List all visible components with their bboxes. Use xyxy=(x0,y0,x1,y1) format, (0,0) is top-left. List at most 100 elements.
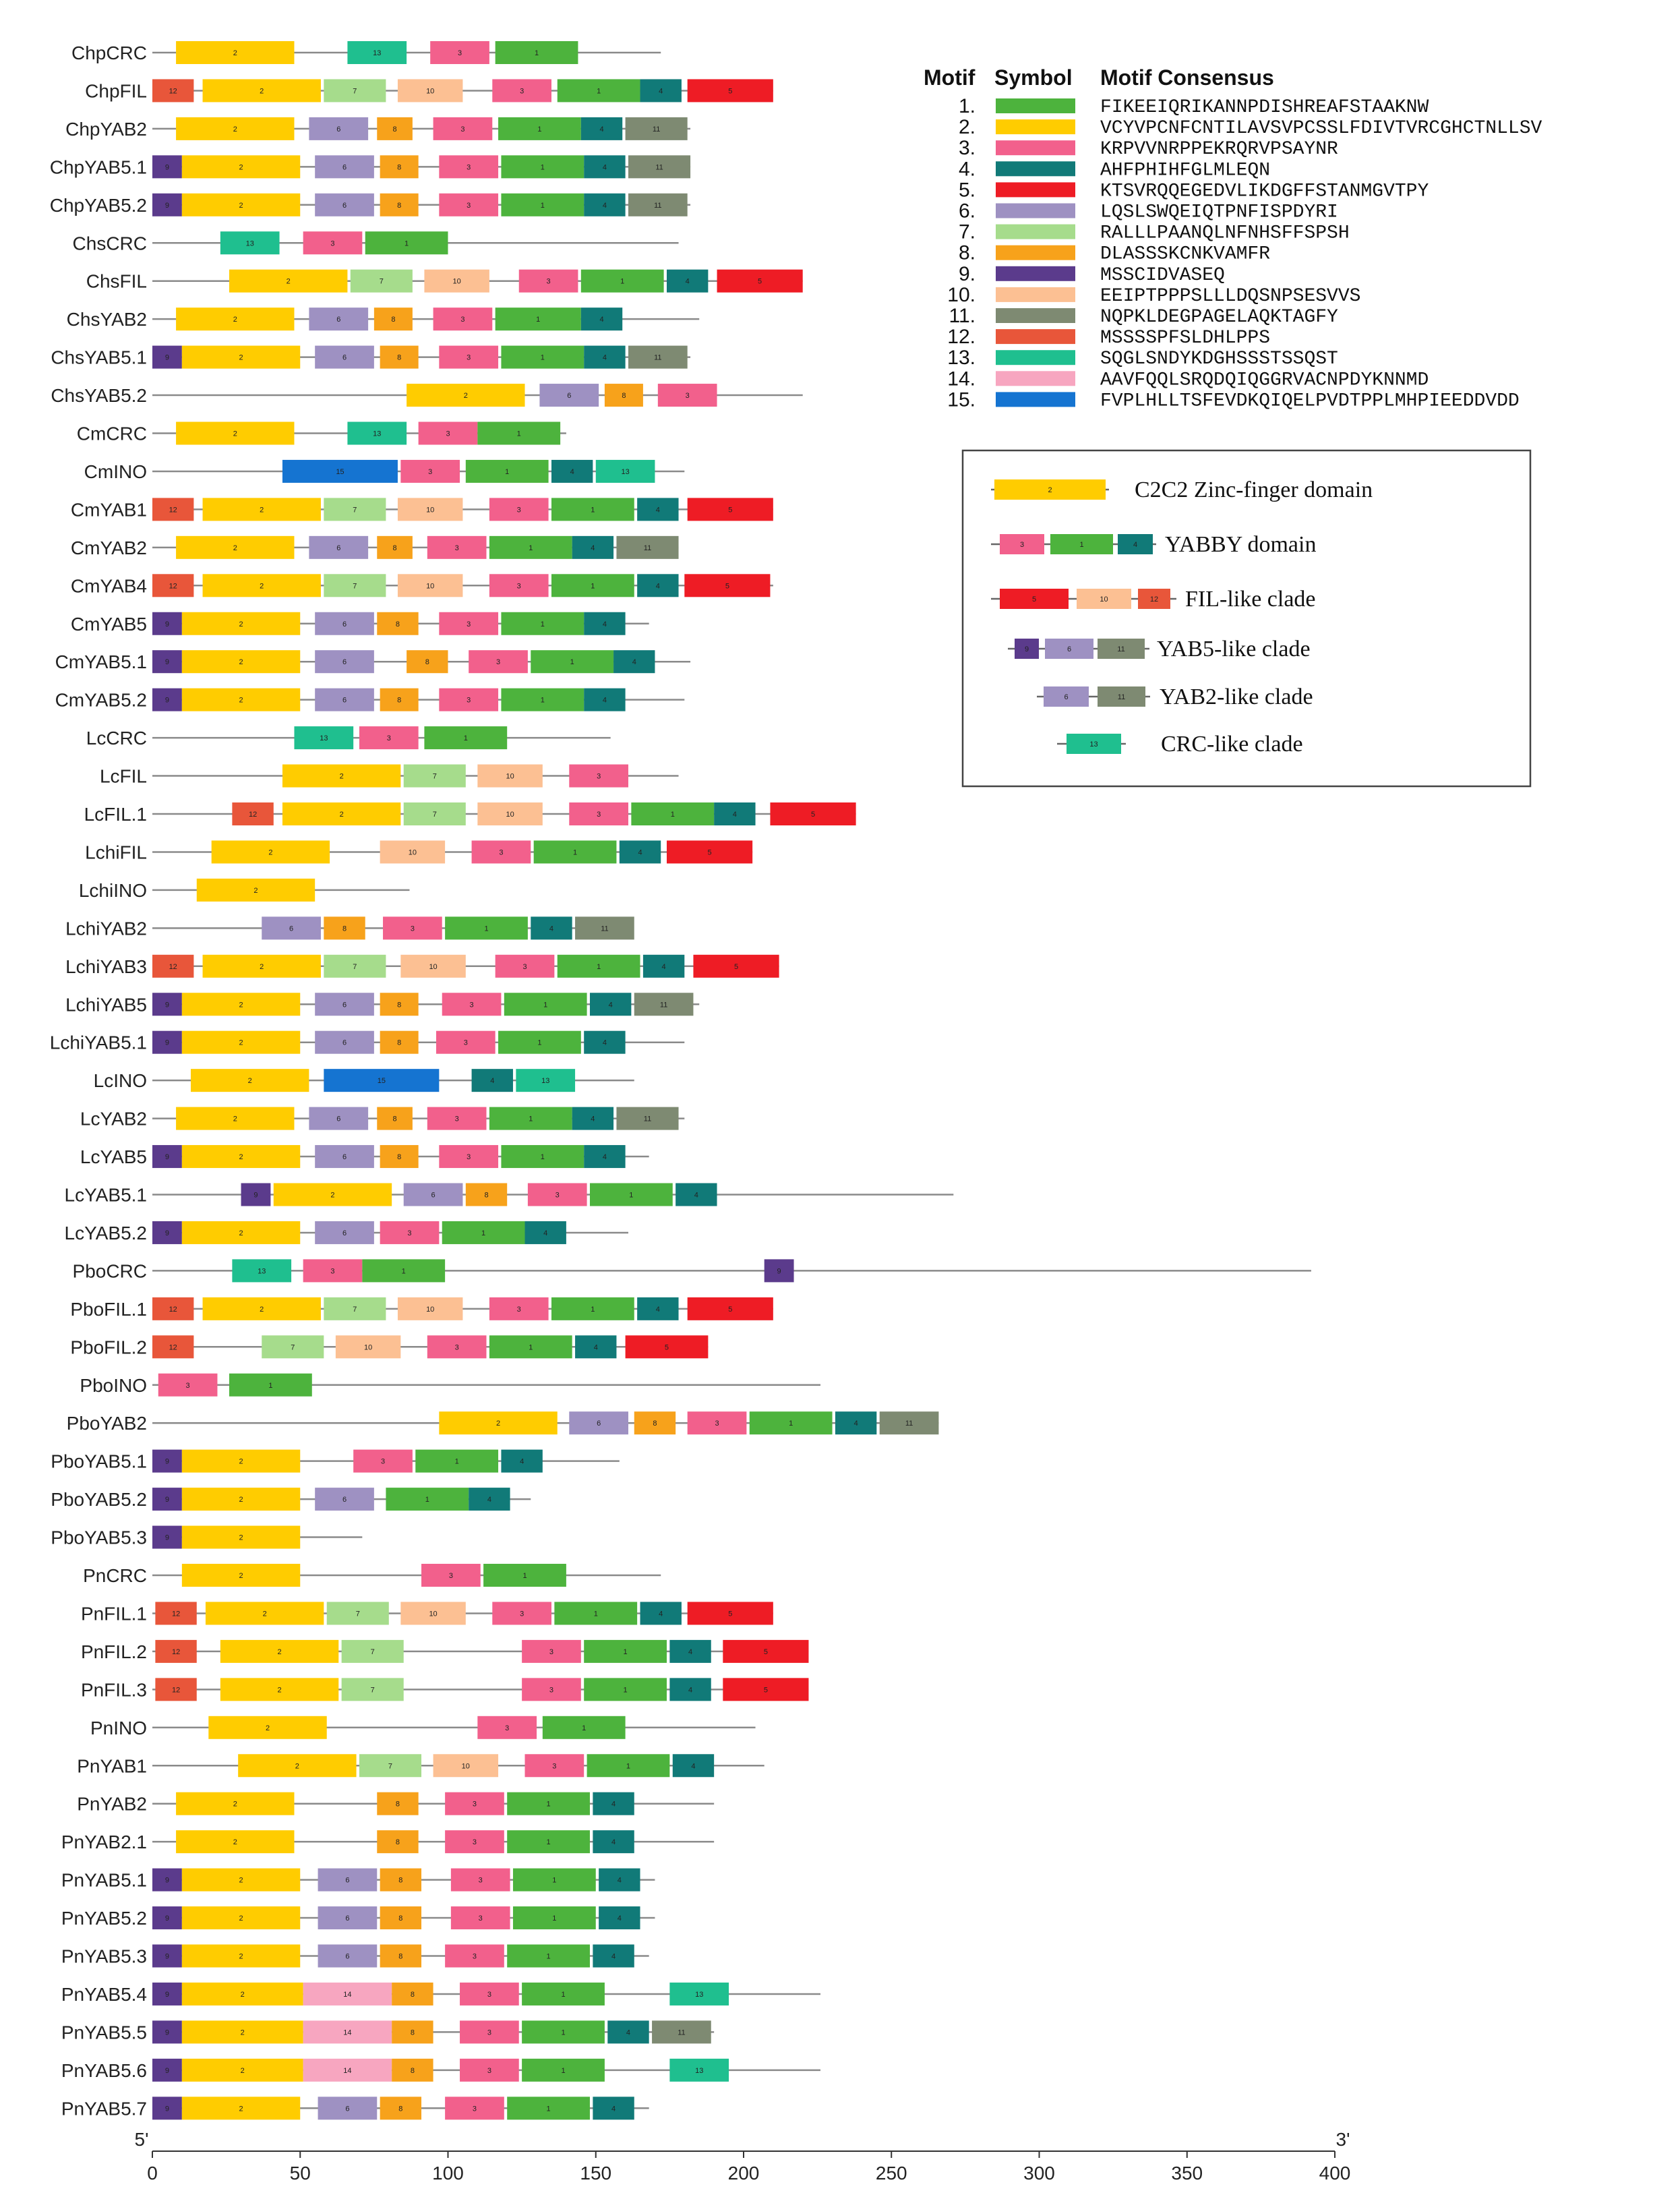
legend-box-label: 5 xyxy=(1032,595,1036,604)
motif-5-box xyxy=(717,269,803,293)
gene-label: PboYAB5.1 xyxy=(51,1451,147,1472)
motif-5-box xyxy=(770,802,856,825)
motif-box-label: 2 xyxy=(260,582,264,590)
gene-label: PnYAB2.1 xyxy=(61,1832,147,1852)
motif-4-box xyxy=(640,1602,682,1625)
gene-track: ChpYAB5.2 9 2 6 8 3 1 4 11 xyxy=(50,193,691,216)
motif-box-label: 3 xyxy=(428,468,432,476)
motif-box-label: 9 xyxy=(165,163,169,171)
motif-5-box xyxy=(687,79,773,103)
motif-box-label: 9 xyxy=(165,2105,169,2113)
motif-box-label: 13 xyxy=(373,430,381,438)
motif-3-box xyxy=(439,688,499,711)
motif-6-box xyxy=(315,1221,374,1244)
gene-label: PnYAB5.7 xyxy=(61,2098,147,2119)
gene-label: PnYAB5.3 xyxy=(61,1946,147,1967)
gene-track: ChsYAB5.2 2 6 8 3 xyxy=(51,384,803,407)
motif-8-box xyxy=(380,688,419,711)
motif-box-label: 5 xyxy=(728,1610,732,1618)
motif-9-box xyxy=(152,1906,182,1930)
motif-1-box xyxy=(512,1868,596,1892)
motif-2-box xyxy=(208,1716,327,1739)
motif-2-box xyxy=(202,1297,321,1320)
motif-1-box xyxy=(501,155,584,179)
motif-7-box xyxy=(324,79,386,103)
motif-box-label: 11 xyxy=(654,354,661,362)
motif-box-label: 1 xyxy=(547,1953,551,1961)
motif-row: 3. KRPVVNRPPEKRQRVPSAYNR xyxy=(959,137,1338,160)
gene-track: LcFIL.1 12 2 7 10 3 1 4 5 xyxy=(84,802,856,825)
gene-track: ChpYAB5.1 9 2 6 8 3 1 4 11 xyxy=(50,155,691,179)
motif-box-label: 3 xyxy=(467,620,471,628)
motif-5-box xyxy=(666,840,753,864)
motif-11-box xyxy=(652,2020,711,2044)
motif-box-label: 1 xyxy=(626,1762,630,1770)
legend-box-label: 10 xyxy=(1100,595,1108,604)
motif-box-label: 1 xyxy=(591,506,595,514)
motif-6-box xyxy=(318,2097,378,2120)
motif-3-box xyxy=(442,993,502,1016)
motif-12-box xyxy=(152,954,194,978)
gene-label: LcFIL.1 xyxy=(84,804,147,825)
motif-3-box xyxy=(460,2058,519,2082)
motif-4-box xyxy=(584,1030,626,1054)
legend-motif-1-box xyxy=(1050,534,1113,554)
gene-label: LcCRC xyxy=(86,728,147,749)
motif-2-box xyxy=(176,308,295,331)
motif-box-label: 4 xyxy=(591,544,595,552)
motif-1-box xyxy=(495,308,581,331)
motif-2-box xyxy=(181,1525,301,1549)
motif-box-label: 4 xyxy=(603,354,607,362)
motif-box-label: 1 xyxy=(541,1153,545,1161)
motif-box-label: 3 xyxy=(467,354,471,362)
gene-label: ChsYAB2 xyxy=(67,309,147,330)
motif-box-label: 2 xyxy=(239,1496,243,1504)
legend-row: 2 C2C2 Zinc-finger domain xyxy=(991,477,1373,502)
motif-3-box xyxy=(492,79,551,103)
motif-4-box xyxy=(584,345,626,369)
motif-box-label: 3 xyxy=(479,1877,483,1885)
motif-3-box xyxy=(445,1792,504,1815)
motif-4-box xyxy=(613,650,655,674)
motif-7-box xyxy=(324,574,386,597)
motif-box-label: 8 xyxy=(411,1991,415,1999)
motif-3-box xyxy=(492,1602,551,1625)
motif-9-box xyxy=(152,1525,182,1549)
motif-box-label: 2 xyxy=(260,87,264,95)
motif-box-label: 9 xyxy=(165,658,169,666)
motif-4-box xyxy=(580,117,623,140)
motif-box-label: 6 xyxy=(345,1877,349,1885)
motif-1-box xyxy=(495,41,578,64)
motif-12-box xyxy=(152,574,194,597)
motif-4-box xyxy=(835,1411,877,1435)
motif-box-label: 1 xyxy=(536,316,540,324)
motif-box-label: 1 xyxy=(547,1801,551,1809)
motif-consensus: FVPLHLLTSFEVDKQIQELPVDTPPLMHPIEEDDVDD xyxy=(1100,390,1520,411)
motif-box-label: 3 xyxy=(517,506,521,514)
motif-box-label: 4 xyxy=(609,1001,613,1009)
legend-box-label: 6 xyxy=(1064,693,1068,701)
motif-box-label: 4 xyxy=(638,848,642,856)
motif-box-label: 4 xyxy=(599,316,603,324)
gene-track: PnYAB2.1 2 8 3 1 4 xyxy=(61,1830,715,1854)
motif-box-label: 6 xyxy=(342,658,347,666)
motif-10-box xyxy=(433,1754,499,1778)
motif-1-box xyxy=(501,612,584,635)
gene-track: ChsFIL 2 7 10 3 1 4 5 xyxy=(86,269,803,293)
gene-track: CmYAB5 9 2 6 8 3 1 4 xyxy=(71,612,649,635)
motif-13-box xyxy=(669,2058,729,2082)
legend-rows: 2 C2C2 Zinc-finger domain 3 1 4 YABBY domain 5… xyxy=(991,477,1373,757)
motif-1-box xyxy=(584,1639,667,1663)
motif-box-label: 1 xyxy=(537,1039,541,1047)
motif-box-label: 4 xyxy=(549,925,553,933)
legend-box-label: 1 xyxy=(1079,541,1083,549)
motif-13-box xyxy=(220,231,280,255)
motif-box-label: 2 xyxy=(241,2028,245,2037)
gene-track: CmINO 15 3 1 4 13 xyxy=(84,459,685,483)
gene-label: PnCRC xyxy=(83,1565,147,1586)
motif-consensus: AAVFQQLSRQDQIQGGRVACNPDYKNNMD xyxy=(1100,370,1429,390)
motif-2-box xyxy=(181,1868,301,1892)
motif-10-box xyxy=(380,840,446,864)
motif-4-box xyxy=(672,1754,715,1778)
motif-box-label: 4 xyxy=(733,811,737,819)
